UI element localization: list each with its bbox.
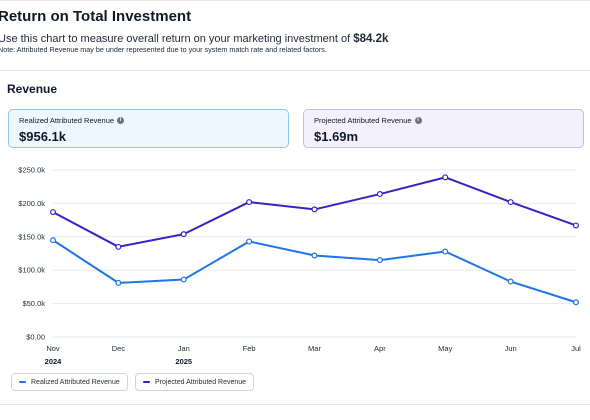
legend-label-realized: Realized Attributed Revenue (31, 378, 120, 386)
top-border (0, 0, 590, 1)
x-tick-label: May (438, 344, 452, 353)
y-tick-label: $100.0k (18, 266, 45, 275)
bottom-border (0, 404, 590, 405)
realized-revenue-card[interactable]: Realized Attributed Revenue i $956.1k (8, 109, 289, 148)
data-point-projected (442, 174, 449, 181)
realized-revenue-value: $956.1k (19, 129, 66, 144)
data-point-projected (180, 231, 187, 238)
realized-revenue-label: Realized Attributed Revenue (19, 116, 115, 125)
section-divider (0, 70, 590, 71)
data-point-realized (49, 237, 56, 244)
x-tick-label: Apr (374, 344, 386, 353)
projected-revenue-label: Projected Attributed Revenue (314, 116, 412, 125)
projected-revenue-value: $1.69m (314, 129, 359, 144)
y-tick-label: $200.0k (18, 199, 45, 208)
attribution-note: Note: Attributed Revenue may be under re… (0, 45, 327, 54)
x-year-label: 2024 (45, 357, 63, 366)
y-tick-label: $0.00 (26, 333, 45, 342)
section-title: Revenue (7, 82, 58, 96)
subtitle-text: Use this chart to measure overall return… (0, 33, 351, 45)
y-tick-label: $150.0k (18, 232, 45, 241)
realized-revenue-label-row: Realized Attributed Revenue i (19, 116, 278, 125)
x-tick-label: Nov (46, 344, 60, 353)
legend-item-realized[interactable]: Realized Attributed Revenue (11, 373, 128, 391)
data-point-realized (442, 248, 449, 255)
legend-swatch-projected (143, 381, 150, 383)
data-point-projected (115, 243, 122, 250)
info-icon[interactable]: i (414, 117, 422, 124)
y-tick-label: $250.0k (18, 166, 45, 175)
series-line-realized (52, 239, 577, 304)
x-tick-label: Jan (178, 344, 190, 353)
subtitle: Use this chart to measure overall return… (0, 33, 388, 45)
data-point-projected (246, 199, 253, 206)
x-tick-label: Feb (243, 344, 256, 353)
legend-label-projected: Projected Attributed Revenue (155, 378, 247, 386)
data-point-realized (376, 257, 383, 264)
data-point-realized (572, 299, 579, 306)
data-point-projected (507, 199, 514, 206)
investment-amount: $84.2k (353, 33, 389, 45)
x-tick-label: Dec (112, 344, 126, 353)
x-tick-label: Jul (571, 344, 581, 353)
x-tick-label: Jun (505, 344, 517, 353)
data-point-projected (376, 191, 383, 198)
data-point-realized (180, 276, 187, 283)
data-point-realized (311, 252, 318, 259)
data-point-projected (311, 206, 318, 213)
projected-revenue-card[interactable]: Projected Attributed Revenue i $1.69m (303, 109, 584, 148)
x-tick-label: Mar (308, 344, 321, 353)
data-point-projected (49, 209, 56, 216)
revenue-line-chart: $0.00 $50.0k $100.0k $150.0k $200.0k $250.0k N… (18, 166, 581, 367)
data-point-projected (572, 222, 579, 229)
legend-item-projected[interactable]: Projected Attributed Revenue (135, 373, 255, 391)
data-point-realized (246, 238, 253, 245)
projected-revenue-label-row: Projected Attributed Revenue i (314, 116, 573, 125)
data-point-realized (507, 278, 514, 285)
legend-swatch-realized (19, 381, 26, 383)
x-year-label: 2025 (175, 357, 192, 366)
page-title: Return on Total Investment (0, 8, 192, 25)
y-tick-label: $50.0k (22, 299, 45, 308)
data-point-realized (115, 279, 122, 286)
info-icon[interactable]: i (117, 117, 125, 124)
